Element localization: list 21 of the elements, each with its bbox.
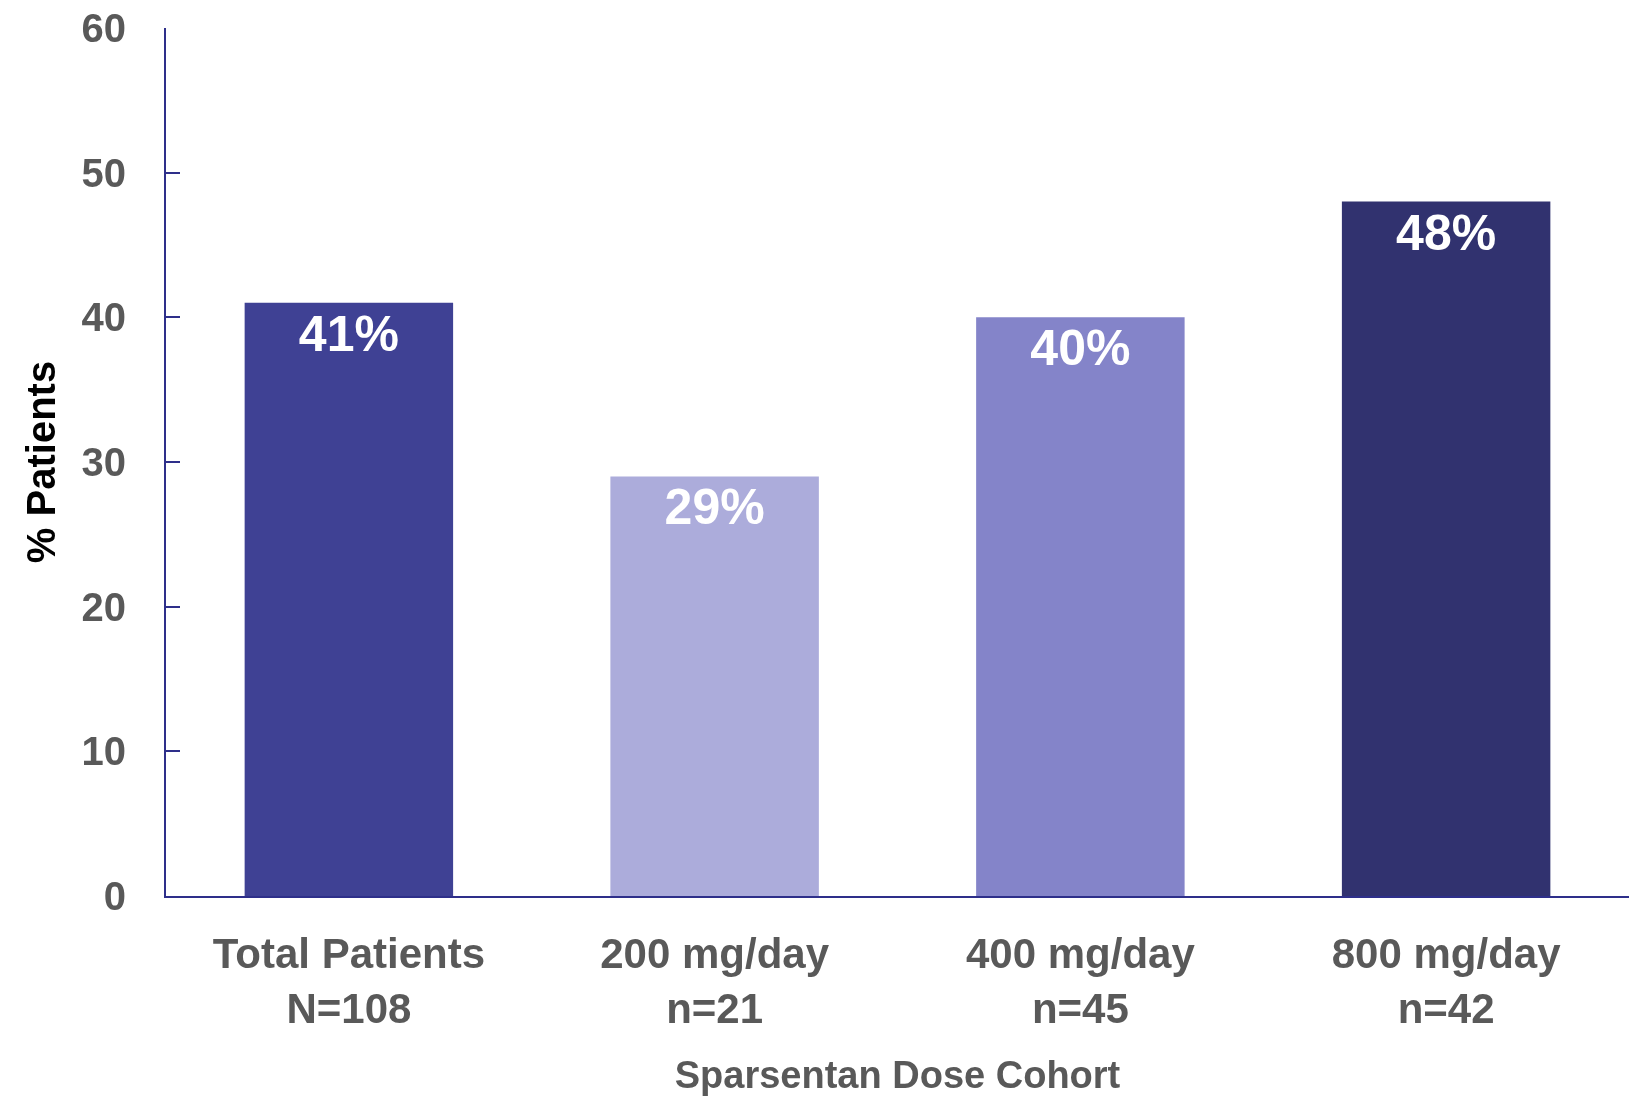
y-axis-title: % Patients bbox=[18, 360, 63, 564]
y-tick-label: 30 bbox=[81, 440, 126, 484]
x-tick-label: Total Patients N=108 bbox=[212, 930, 486, 1032]
x-axis-title: Sparsentan Dose Cohort bbox=[674, 1053, 1121, 1096]
x-tick-label: 400 mg/day n=45 bbox=[965, 930, 1196, 1032]
y-tick-label: 0 bbox=[103, 874, 126, 918]
data-label: 40% bbox=[1030, 320, 1131, 377]
y-tick-label: 10 bbox=[81, 729, 126, 774]
y-tick-label: 50 bbox=[81, 150, 126, 195]
data-label: 48% bbox=[1396, 204, 1497, 261]
bar bbox=[244, 302, 454, 896]
bar bbox=[1341, 201, 1551, 896]
bar bbox=[610, 476, 819, 896]
y-tick-label: 40 bbox=[81, 295, 126, 340]
bar bbox=[976, 317, 1185, 896]
data-label: 29% bbox=[664, 479, 765, 536]
x-tick-label: 800 mg/day n=42 bbox=[1331, 930, 1562, 1032]
data-label: 41% bbox=[298, 305, 399, 362]
y-tick-label: 60 bbox=[81, 6, 126, 50]
x-tick-label: 200 mg/day n=21 bbox=[600, 930, 830, 1032]
y-tick-label: 20 bbox=[81, 584, 126, 629]
